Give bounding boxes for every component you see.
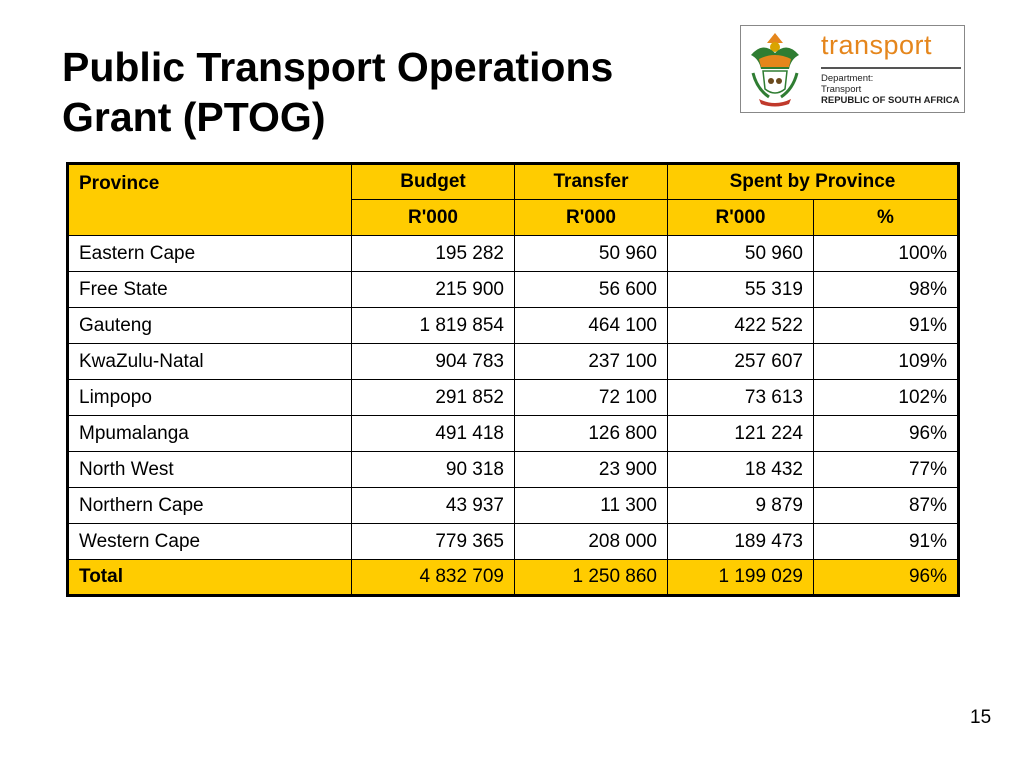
- table-subheader-row: R'000 R'000 R'000 %: [68, 199, 959, 236]
- logo-wordmark: transport: [821, 30, 933, 60]
- cell-percent: 91%: [813, 523, 959, 560]
- cell-transfer: 72 100: [514, 379, 668, 416]
- table-total-row: Total 4 832 709 1 250 860 1 199 029 96%: [67, 559, 959, 596]
- header-budget: Budget: [351, 163, 515, 200]
- cell-spent: 422 522: [667, 307, 814, 344]
- header-transfer: Transfer: [514, 163, 668, 200]
- table-row: Free State 215 900 56 600 55 319 98%: [67, 271, 959, 308]
- logo-department-name: Transport: [821, 84, 862, 95]
- cell-budget: 779 365: [351, 523, 515, 560]
- header-transfer-unit: R'000: [514, 199, 668, 236]
- cell-transfer: 126 800: [514, 415, 668, 452]
- header-spent-by-province: Spent by Province: [667, 163, 959, 200]
- cell-spent: 55 319: [667, 271, 814, 308]
- cell-province: North West: [67, 451, 352, 488]
- cell-budget: 215 900: [351, 271, 515, 308]
- cell-province: KwaZulu-Natal: [67, 343, 352, 380]
- coat-of-arms-icon: [751, 33, 799, 107]
- header-spent-unit: R'000: [667, 199, 814, 236]
- cell-total-spent: 1 199 029: [667, 559, 814, 596]
- table-row: Mpumalanga 491 418 126 800 121 224 96%: [67, 415, 959, 452]
- table-row: North West 90 318 23 900 18 432 77%: [67, 451, 959, 488]
- cell-province: Gauteng: [67, 307, 352, 344]
- cell-total-label: Total: [67, 559, 352, 596]
- cell-percent: 77%: [813, 451, 959, 488]
- cell-transfer: 11 300: [514, 487, 668, 524]
- cell-budget: 1 819 854: [351, 307, 515, 344]
- cell-percent: 87%: [813, 487, 959, 524]
- cell-spent: 121 224: [667, 415, 814, 452]
- cell-percent: 91%: [813, 307, 959, 344]
- table-row: KwaZulu-Natal 904 783 237 100 257 607 10…: [67, 343, 959, 380]
- logo-department-label: Department:: [821, 73, 874, 84]
- cell-transfer: 464 100: [514, 307, 668, 344]
- cell-percent: 109%: [813, 343, 959, 380]
- cell-transfer: 56 600: [514, 271, 668, 308]
- header-budget-unit: R'000: [351, 199, 515, 236]
- cell-budget: 491 418: [351, 415, 515, 452]
- table-row: Gauteng 1 819 854 464 100 422 522 91%: [67, 307, 959, 344]
- cell-spent: 257 607: [667, 343, 814, 380]
- cell-spent: 50 960: [667, 235, 814, 272]
- page-number: 15: [970, 707, 992, 728]
- table-row: Eastern Cape 195 282 50 960 50 960 100%: [67, 235, 959, 272]
- cell-budget: 904 783: [351, 343, 515, 380]
- cell-spent: 189 473: [667, 523, 814, 560]
- cell-percent: 102%: [813, 379, 959, 416]
- cell-province: Western Cape: [67, 523, 352, 560]
- ptog-table: Province Budget Transfer Spent by Provin…: [66, 162, 960, 597]
- cell-budget: 291 852: [351, 379, 515, 416]
- cell-transfer: 50 960: [514, 235, 668, 272]
- cell-spent: 18 432: [667, 451, 814, 488]
- slide-title-line-1: Public Transport Operations: [62, 44, 614, 90]
- cell-budget: 195 282: [351, 235, 515, 272]
- logo-divider: [821, 67, 961, 69]
- cell-transfer: 208 000: [514, 523, 668, 560]
- cell-percent: 100%: [813, 235, 959, 272]
- cell-province: Eastern Cape: [67, 235, 352, 272]
- table-row: Western Cape 779 365 208 000 189 473 91%: [67, 523, 959, 560]
- cell-total-transfer: 1 250 860: [514, 559, 668, 596]
- cell-total-percent: 96%: [813, 559, 959, 596]
- cell-total-budget: 4 832 709: [351, 559, 515, 596]
- cell-budget: 90 318: [351, 451, 515, 488]
- cell-percent: 98%: [813, 271, 959, 308]
- table-row: Northern Cape 43 937 11 300 9 879 87%: [67, 487, 959, 524]
- cell-province: Free State: [67, 271, 352, 308]
- department-logo: transport Department: Transport REPUBLIC…: [740, 25, 965, 113]
- cell-transfer: 23 900: [514, 451, 668, 488]
- header-spent-percent: %: [813, 199, 959, 236]
- slide-title-line-2: Grant (PTOG): [62, 94, 326, 140]
- logo-country: REPUBLIC OF SOUTH AFRICA: [821, 95, 960, 106]
- table-header-row: Province Budget Transfer Spent by Provin…: [67, 163, 959, 236]
- cell-budget: 43 937: [351, 487, 515, 524]
- cell-province: Northern Cape: [67, 487, 352, 524]
- cell-province: Limpopo: [67, 379, 352, 416]
- cell-transfer: 237 100: [514, 343, 668, 380]
- header-province: Province: [67, 163, 352, 236]
- cell-province: Mpumalanga: [67, 415, 352, 452]
- table-row: Limpopo 291 852 72 100 73 613 102%: [67, 379, 959, 416]
- cell-spent: 73 613: [667, 379, 814, 416]
- cell-spent: 9 879: [667, 487, 814, 524]
- slide-title: Public Transport Operations Grant (PTOG): [62, 42, 702, 142]
- cell-percent: 96%: [813, 415, 959, 452]
